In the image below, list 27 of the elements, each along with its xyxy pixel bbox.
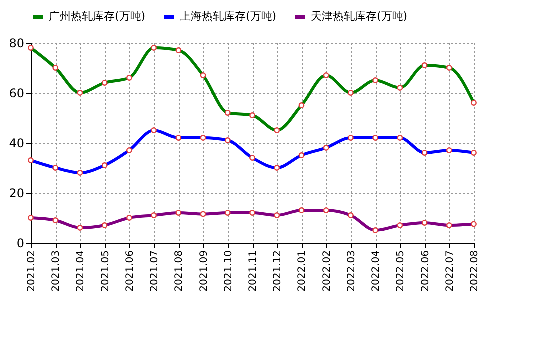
x-tick-label: 2021.05 [100, 250, 112, 292]
x-tick-label: 2022.04 [371, 250, 382, 292]
x-tick-label: 2022.03 [346, 250, 358, 292]
legend-label: 上海热轧库存(万吨) [180, 10, 277, 23]
x-tick-label: 2021.12 [272, 250, 284, 292]
x-tick-label: 2021.02 [26, 250, 38, 292]
x-tick-label: 2022.02 [322, 250, 333, 292]
x-tick-label: 2022.07 [444, 250, 456, 292]
x-tick-label: 2021.10 [223, 250, 234, 292]
x-tick-label: 2021.11 [248, 250, 259, 292]
x-tick-label: 2021.08 [174, 250, 186, 292]
y-tick-label: 40 [9, 136, 24, 150]
x-tick-label: 2021.03 [51, 250, 62, 292]
x-tick-label: 2021.09 [198, 250, 210, 292]
y-tick-label: 0 [16, 236, 24, 250]
x-tick-label: 2021.07 [150, 250, 161, 292]
y-tick-label: 80 [9, 36, 24, 50]
legend-label: 天津热轧库存(万吨) [311, 10, 408, 23]
x-tick-label: 2022.01 [297, 250, 308, 292]
y-tick-label: 60 [9, 86, 24, 100]
x-tick-label: 2022.06 [420, 250, 432, 292]
x-tick-label: 2022.05 [396, 250, 407, 292]
x-tick-label: 2021.04 [76, 250, 87, 292]
legend-label: 广州热轧库存(万吨) [49, 10, 146, 23]
x-tick-label: 2022.08 [470, 250, 480, 292]
y-tick-label: 20 [9, 186, 24, 200]
x-tick-label: 2021.06 [124, 250, 136, 292]
